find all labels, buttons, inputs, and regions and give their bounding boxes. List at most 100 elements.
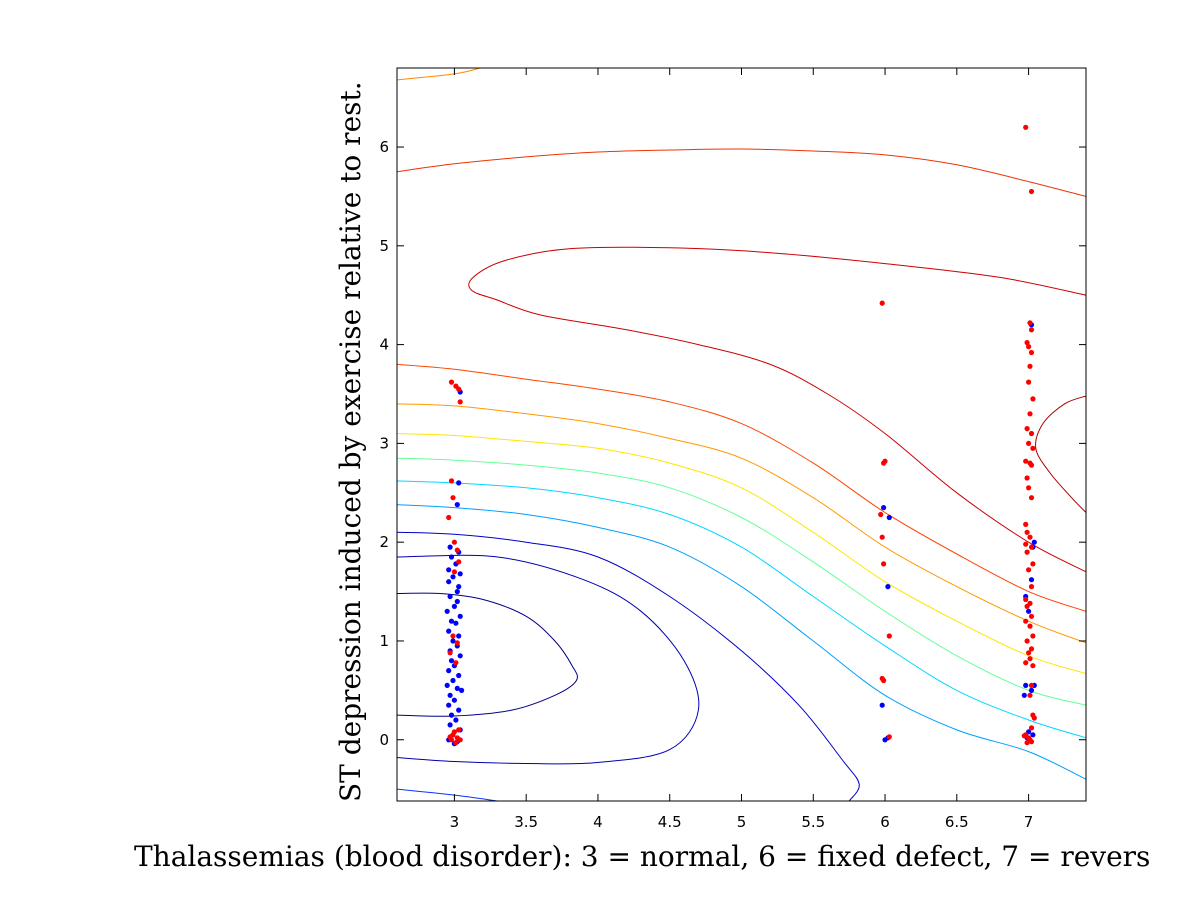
contour-line-7 bbox=[397, 433, 1086, 675]
data-point-series-1 bbox=[1024, 426, 1030, 432]
data-point-series-0 bbox=[446, 668, 452, 674]
x-tick-label: 3.5 bbox=[514, 813, 538, 831]
data-point-series-1 bbox=[457, 399, 463, 405]
data-point-series-0 bbox=[447, 544, 453, 550]
data-point-series-0 bbox=[448, 712, 455, 718]
data-point-series-0 bbox=[1023, 682, 1029, 689]
y-axis: 0 1 2 3 4 5 6 bbox=[379, 138, 1086, 749]
y-tick-label: 4 bbox=[379, 336, 389, 354]
contour-line-9 bbox=[397, 363, 1086, 612]
x-tick-label: 7 bbox=[1024, 813, 1034, 831]
data-point-series-0 bbox=[1031, 539, 1037, 545]
data-point-series-1 bbox=[1027, 363, 1033, 369]
data-point-series-0 bbox=[448, 554, 455, 560]
data-point-series-1 bbox=[1028, 725, 1035, 731]
data-point-series-0 bbox=[447, 722, 453, 728]
data-point-series-0 bbox=[881, 505, 887, 511]
data-point-series-1 bbox=[456, 727, 462, 733]
data-point-series-1 bbox=[1028, 188, 1035, 195]
data-point-series-1 bbox=[1021, 733, 1027, 739]
data-point-series-0 bbox=[457, 571, 463, 577]
data-point-series-1 bbox=[1028, 682, 1035, 689]
data-point-series-1 bbox=[448, 379, 455, 385]
contour-line-5 bbox=[397, 480, 1086, 739]
y-tick-label: 0 bbox=[379, 731, 389, 749]
contour-line-1 bbox=[397, 554, 700, 765]
data-point-series-1 bbox=[447, 734, 453, 740]
data-point-series-0 bbox=[885, 584, 891, 590]
data-point-series-0 bbox=[456, 707, 462, 713]
data-point-series-0 bbox=[1028, 687, 1035, 694]
data-point-series-1 bbox=[1030, 396, 1036, 402]
data-point-series-1 bbox=[1031, 715, 1037, 721]
data-point-series-0 bbox=[450, 638, 456, 644]
data-point-series-1 bbox=[1023, 596, 1029, 603]
data-point-series-1 bbox=[456, 386, 462, 392]
data-point-series-1 bbox=[453, 740, 459, 746]
data-point-series-1 bbox=[1023, 660, 1029, 666]
contour-line-11 bbox=[1035, 395, 1086, 513]
data-point-series-1 bbox=[1030, 445, 1036, 451]
data-point-series-0 bbox=[444, 608, 450, 614]
data-point-series-1 bbox=[1026, 440, 1032, 446]
x-tick-label: 3 bbox=[450, 813, 460, 831]
data-point-series-1 bbox=[448, 478, 455, 484]
data-point-series-1 bbox=[1027, 534, 1033, 540]
x-tick-label: 6.5 bbox=[945, 813, 969, 831]
data-point-series-1 bbox=[1028, 430, 1035, 437]
x-tick-label: 5.5 bbox=[801, 813, 825, 831]
data-point-series-1 bbox=[1026, 650, 1032, 656]
data-point-series-1 bbox=[879, 675, 885, 682]
data-point-series-1 bbox=[454, 640, 460, 646]
data-point-series-1 bbox=[886, 734, 892, 740]
data-point-series-1 bbox=[1028, 613, 1035, 619]
data-point-series-0 bbox=[450, 677, 456, 684]
data-point-series-0 bbox=[446, 702, 452, 708]
data-point-series-1 bbox=[1030, 561, 1036, 567]
data-point-series-1 bbox=[1024, 475, 1030, 481]
data-point-series-1 bbox=[447, 650, 453, 656]
contour-line-6 bbox=[397, 457, 1086, 706]
data-point-series-0 bbox=[446, 628, 452, 634]
x-tick-label: 6 bbox=[880, 813, 890, 831]
data-point-series-0 bbox=[444, 682, 450, 689]
data-point-series-1 bbox=[1027, 623, 1033, 629]
contour-lines bbox=[397, 68, 1086, 801]
data-point-series-1 bbox=[1024, 603, 1030, 610]
data-point-series-0 bbox=[447, 692, 453, 698]
data-point-series-0 bbox=[457, 613, 463, 619]
data-point-series-1 bbox=[1023, 458, 1029, 464]
data-point-series-1 bbox=[1028, 544, 1035, 550]
data-point-series-1 bbox=[1024, 549, 1030, 555]
contour-line-0 bbox=[397, 788, 498, 801]
data-point-series-0 bbox=[879, 702, 885, 708]
data-point-series-1 bbox=[1028, 327, 1035, 333]
data-point-series-1 bbox=[1027, 656, 1033, 662]
data-point-series-0 bbox=[451, 697, 457, 703]
data-point-series-1 bbox=[454, 547, 460, 553]
data-point-series-0 bbox=[886, 514, 892, 521]
data-point-series-1 bbox=[1026, 344, 1032, 350]
data-point-series-0 bbox=[459, 687, 465, 694]
data-point-series-1 bbox=[886, 633, 892, 639]
data-point-series-0 bbox=[456, 480, 462, 486]
data-point-series-1 bbox=[1023, 541, 1029, 547]
data-point-series-1 bbox=[1026, 379, 1032, 385]
data-point-series-1 bbox=[1028, 349, 1035, 356]
data-point-series-0 bbox=[453, 620, 459, 626]
data-point-series-0 bbox=[446, 579, 452, 585]
contour-line-4 bbox=[397, 504, 1086, 780]
data-point-series-0 bbox=[457, 653, 463, 659]
data-point-series-0 bbox=[451, 603, 457, 610]
plot-frame bbox=[396, 67, 1087, 802]
contour-line-12 bbox=[397, 148, 1086, 197]
y-axis-label: ST depression induced by exercise relati… bbox=[334, 81, 367, 802]
data-point-series-0 bbox=[448, 658, 455, 664]
data-point-series-1 bbox=[1023, 618, 1029, 624]
data-point-series-1 bbox=[1024, 340, 1030, 346]
contour-line-8 bbox=[397, 403, 1086, 644]
data-point-series-0 bbox=[1028, 577, 1035, 583]
data-point-series-1 bbox=[882, 458, 888, 464]
data-point-series-1 bbox=[881, 561, 887, 567]
